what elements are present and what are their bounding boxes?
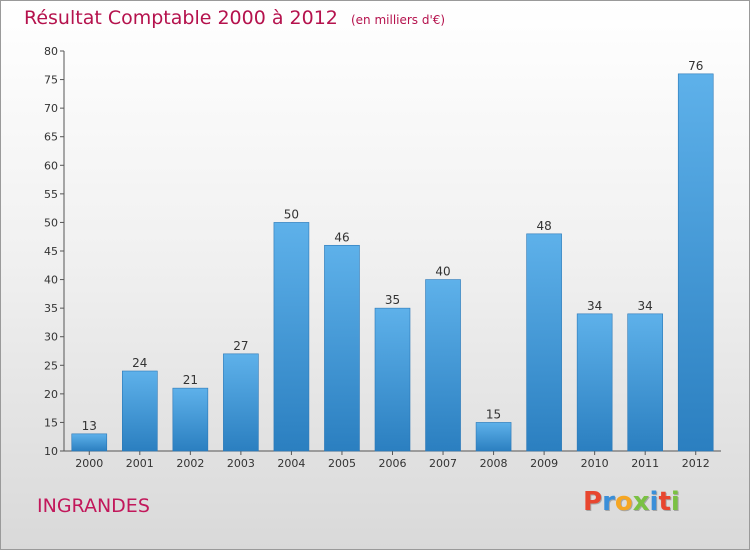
x-tick-label: 2007 (429, 457, 457, 470)
y-tick-label: 80 (44, 45, 58, 58)
bar (273, 222, 310, 452)
x-tick-label: 2011 (631, 457, 659, 470)
bar-value-label: 13 (82, 419, 97, 433)
bar (71, 433, 108, 452)
x-tick-label: 2006 (379, 457, 407, 470)
y-tick-label: 25 (44, 359, 58, 372)
title-row: Résultat Comptable 2000 à 2012 (en milli… (24, 7, 445, 29)
bar-value-label: 27 (233, 339, 248, 353)
y-tick-label: 30 (44, 331, 58, 344)
commune-name: INGRANDES (37, 495, 150, 517)
bar (324, 244, 360, 452)
logo-letter: o (614, 487, 633, 517)
y-tick-label: 20 (44, 388, 58, 401)
x-tick-label: 2001 (126, 457, 154, 470)
y-tick-label: 45 (44, 245, 58, 258)
logo-letter: i (670, 487, 680, 517)
x-tick-label: 2002 (176, 457, 204, 470)
logo-letter: x (632, 487, 650, 517)
y-tick-label: 55 (44, 188, 58, 201)
bar (425, 279, 461, 452)
bar (122, 370, 158, 452)
y-tick-label: 40 (44, 274, 58, 287)
bar (223, 353, 259, 452)
y-tick-label: 50 (44, 216, 58, 229)
y-tick-label: 60 (44, 159, 58, 172)
bar-value-label: 15 (486, 407, 501, 421)
y-tick-label: 65 (44, 131, 58, 144)
y-tick-label: 70 (44, 102, 58, 115)
x-tick-label: 2003 (227, 457, 255, 470)
bar-value-label: 21 (183, 373, 198, 387)
bar (627, 313, 663, 452)
bar-value-label: 34 (587, 299, 602, 313)
x-tick-label: 2004 (277, 457, 305, 470)
y-tick-label: 15 (44, 416, 58, 429)
x-tick-label: 2010 (581, 457, 609, 470)
bar (475, 422, 512, 452)
proxiti-logo[interactable]: Proxiti (583, 487, 680, 517)
bar-value-label: 34 (638, 299, 653, 313)
chart-title: Résultat Comptable 2000 à 2012 (24, 7, 338, 29)
bar (374, 307, 411, 452)
bar-value-label: 24 (132, 356, 147, 370)
x-tick-label: 2005 (328, 457, 356, 470)
logo-letter: P (583, 487, 603, 517)
logo-letter: r (602, 487, 615, 517)
chart-labels: 13 24 21 27 50 46 35 40 15 48 34 34 76 (82, 59, 704, 433)
bar (172, 387, 209, 452)
x-tick-label: 2000 (75, 457, 103, 470)
x-tick-label: 2009 (530, 457, 558, 470)
bar-value-label: 48 (536, 219, 551, 233)
bar-value-label: 35 (385, 293, 400, 307)
y-tick-label: 35 (44, 302, 58, 315)
chart-bars (71, 73, 714, 452)
logo-letter: t (658, 487, 671, 517)
bar-value-label: 46 (334, 230, 349, 244)
bar-value-label: 50 (284, 207, 299, 221)
bar (677, 73, 714, 452)
chart-subtitle: (en milliers d'€) (350, 13, 446, 27)
y-tick-label: 10 (44, 445, 58, 458)
logo-letter: i (649, 487, 659, 517)
x-tick-label: 2012 (682, 457, 710, 470)
bar-value-label: 76 (688, 59, 703, 73)
x-tick-label: 2008 (480, 457, 508, 470)
bar (526, 233, 562, 452)
y-tick-label: 75 (44, 74, 58, 87)
bar (576, 313, 613, 452)
bar-value-label: 40 (435, 265, 450, 279)
